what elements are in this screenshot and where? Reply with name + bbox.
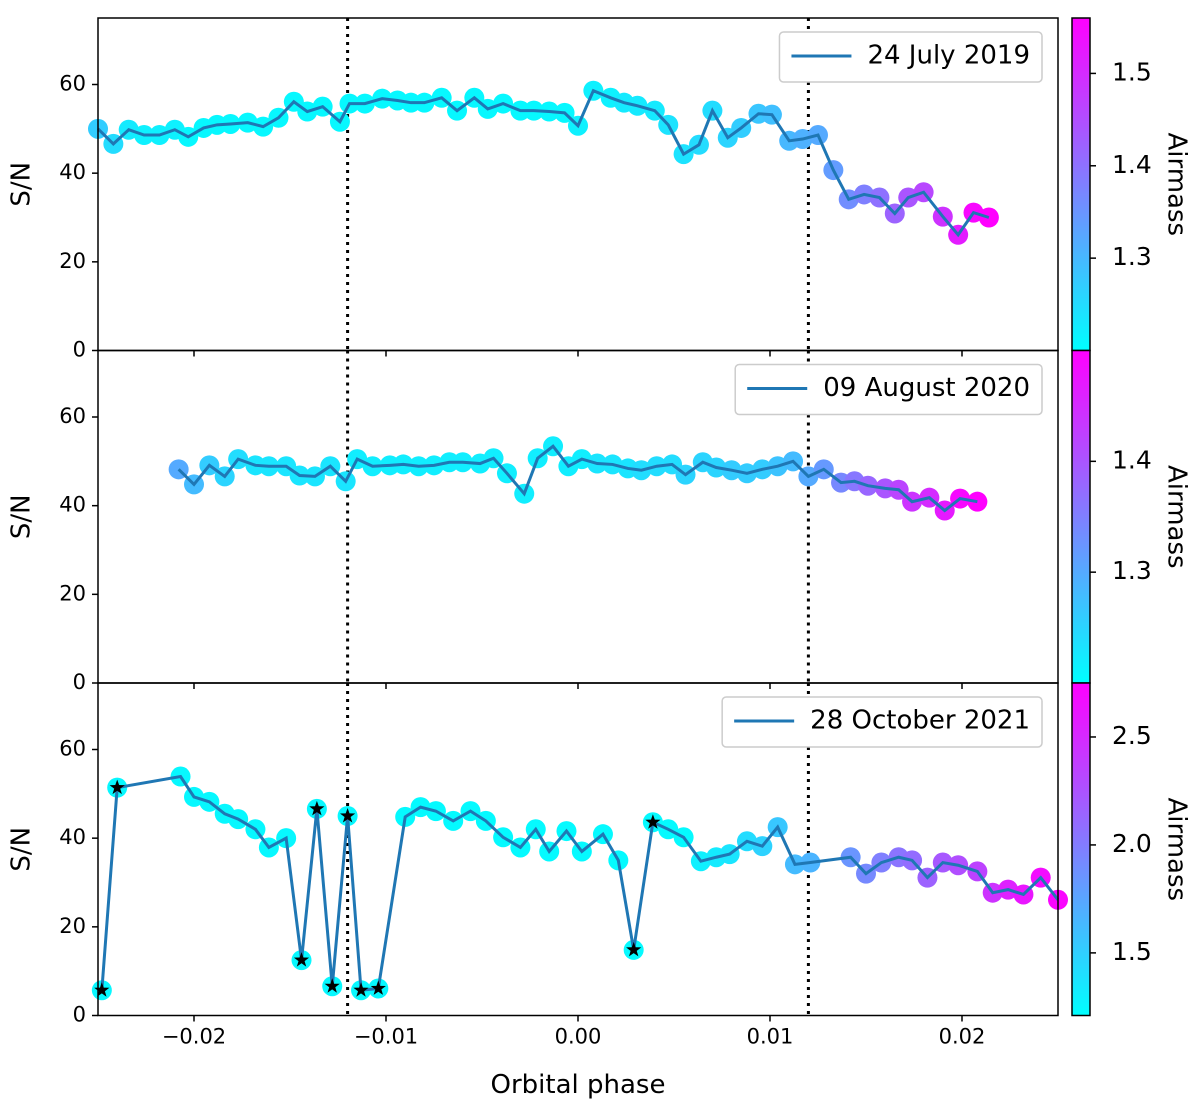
star-marker xyxy=(293,952,310,967)
plot-frame xyxy=(97,682,1059,1017)
colorbar-tick-label: 1.4 xyxy=(1112,445,1152,474)
y-tick-label: 40 xyxy=(59,160,86,184)
x-tick-label: −0.01 xyxy=(354,1025,418,1049)
y-tick-label: 20 xyxy=(59,581,86,605)
series-line xyxy=(100,774,1060,992)
y-tick-label: 20 xyxy=(59,914,86,938)
star-marker xyxy=(94,982,110,997)
star-marker xyxy=(626,941,642,957)
y-tick-label: 0 xyxy=(73,1003,86,1027)
colorbar-tick-label: 1.3 xyxy=(1112,556,1152,585)
series-line xyxy=(96,88,990,238)
legend: 09 August 2020 xyxy=(734,363,1043,416)
y-tick-label: 40 xyxy=(59,825,86,849)
x-tick-label: −0.02 xyxy=(162,1025,226,1049)
star-marker xyxy=(353,982,369,997)
y-tick-label: 20 xyxy=(59,249,86,273)
y-tick-label: 0 xyxy=(73,670,86,694)
colorbar-tick-label: 1.5 xyxy=(1112,937,1152,966)
legend: 28 October 2021 xyxy=(721,696,1043,748)
star-marker xyxy=(324,978,340,993)
legend-label: 28 October 2021 xyxy=(810,706,1030,736)
colorbar-tick-label: 2.5 xyxy=(1112,721,1152,750)
legend-box xyxy=(778,31,1043,83)
legend-box xyxy=(721,696,1043,748)
x-tick-label: 0.00 xyxy=(555,1025,602,1049)
star-marker xyxy=(340,808,356,823)
legend-label: 24 July 2019 xyxy=(867,41,1030,71)
y-axis-label: S/N xyxy=(7,827,37,872)
colorbar-label: Airmass xyxy=(1162,797,1192,901)
colorbar xyxy=(1071,17,1091,352)
legend: 24 July 2019 xyxy=(778,31,1043,83)
colorbar-tick-label: 1.5 xyxy=(1112,57,1152,86)
legend-label: 09 August 2020 xyxy=(823,373,1030,403)
y-axis-label: S/N xyxy=(7,162,37,207)
colorbar-label: Airmass xyxy=(1162,465,1192,569)
y-tick-label: 0 xyxy=(73,338,86,362)
colorbar-tick-label: 2.0 xyxy=(1112,829,1152,858)
star-marker xyxy=(309,800,325,816)
colorbar xyxy=(1071,349,1091,684)
y-tick-label: 60 xyxy=(59,737,86,761)
y-tick-label: 60 xyxy=(59,404,86,428)
series-line xyxy=(177,444,978,513)
x-tick-label: 0.02 xyxy=(939,1025,986,1049)
colorbar-tick-label: 1.4 xyxy=(1112,150,1152,179)
y-axis-label: S/N xyxy=(7,494,37,539)
star-marker xyxy=(109,779,125,795)
y-tick-label: 60 xyxy=(59,72,86,96)
colorbar xyxy=(1071,682,1091,1017)
x-axis-label: Orbital phase xyxy=(491,1070,666,1100)
star-marker xyxy=(645,814,661,829)
star-marker xyxy=(370,980,386,995)
colorbar-label: Airmass xyxy=(1162,132,1192,236)
colorbar-tick-label: 1.3 xyxy=(1112,242,1152,271)
x-tick-label: 0.01 xyxy=(747,1025,794,1049)
legend-box xyxy=(734,363,1043,416)
y-tick-label: 40 xyxy=(59,493,86,517)
